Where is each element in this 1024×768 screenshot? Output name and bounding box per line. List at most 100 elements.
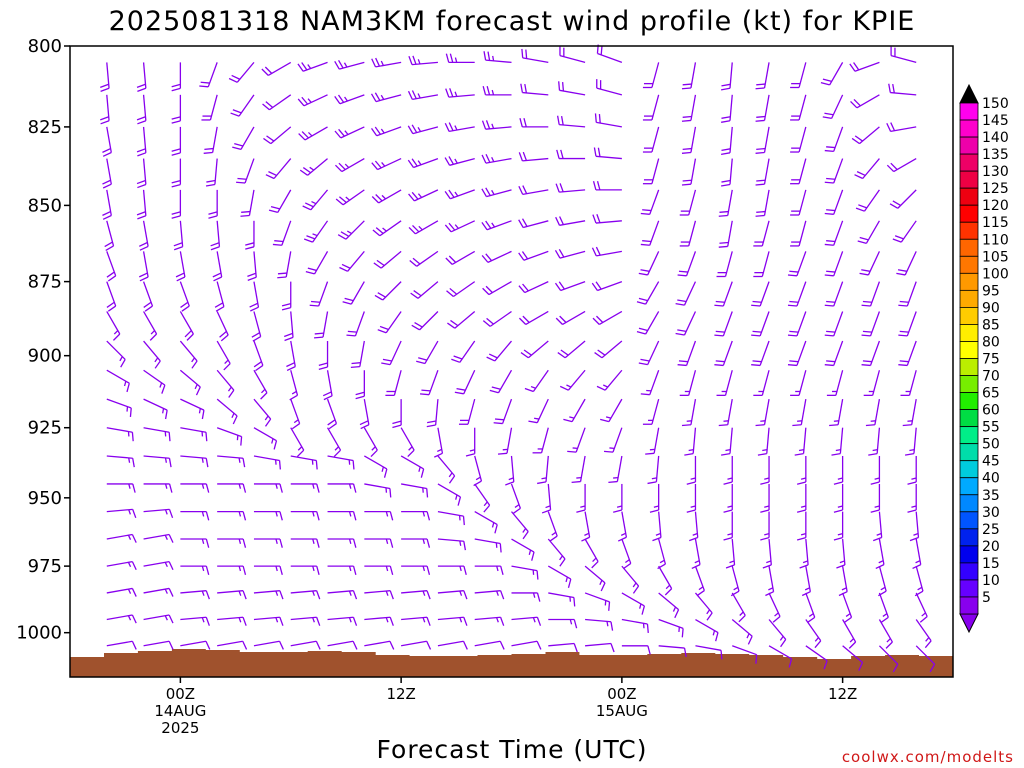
wind-barb [796,455,807,485]
wind-barb [465,427,476,457]
wind-barb [714,311,733,337]
colorbar-swatch [959,375,979,393]
wind-barb [511,565,539,580]
wind-barb [681,62,697,90]
colorbar-swatch [959,460,979,479]
wind-barb [249,281,260,312]
wind-barb [303,220,329,243]
wind-barb [277,251,292,279]
wind-barb [636,311,660,335]
wind-barb [755,126,770,154]
wind-barb [253,640,284,650]
wind-barb [824,251,844,277]
wind-barb [350,340,365,369]
wind-barb [407,90,439,100]
wind-barb [753,251,770,278]
wind-barb [286,340,296,372]
wind-barb [886,158,917,173]
colorbar-label: 140 [982,130,1009,146]
wind-barb [447,310,476,329]
wind-barb [482,281,512,296]
wind-barb [725,538,736,569]
wind-barb [790,126,807,153]
wind-barb [400,427,415,458]
wind-barb [787,281,807,307]
colorbar-swatch [959,324,979,342]
wind-barb [444,189,475,200]
wind-barb [290,455,318,470]
wind-barb [519,118,549,128]
wind-barb [805,619,822,649]
wind-barb [180,398,205,420]
wind-barb [760,511,770,541]
wind-barb [437,640,468,650]
wind-barb [679,220,697,247]
wind-barb [521,48,549,64]
colorbar-label: 35 [982,488,1000,504]
wind-barb [902,399,917,427]
colorbar-swatch [959,579,979,598]
wind-barb [212,251,223,282]
wind-barb [865,399,881,427]
wind-barb [824,340,844,367]
wind-barb [171,94,182,124]
wind-barb [518,218,549,229]
wind-barb [474,640,505,650]
wind-barb [437,590,468,600]
wind-barb [210,220,221,251]
colorbar-swatch [959,187,979,206]
wind-barb [790,158,807,185]
wind-barb [143,427,171,442]
wind-barb [824,158,844,184]
wind-barb [102,189,112,220]
wind-barb [334,59,365,70]
wind-barb [171,62,182,92]
wind-barb [473,455,483,487]
wind-barb [585,618,614,631]
wind-barb [714,281,733,307]
colorbar-swatch [959,306,979,325]
wind-barb [594,340,623,359]
wind-barb [298,126,328,141]
wind-barb [327,616,358,626]
wind-barb [297,61,328,72]
colorbar-swatch [959,170,979,189]
wind-barb [253,427,278,450]
wind-barb [559,369,586,391]
wind-barb [377,311,402,334]
wind-barb [437,565,467,575]
wind-barb [265,158,292,180]
wind-barb [445,53,475,64]
wind-barb [909,511,920,542]
wind-barb [236,158,255,184]
wind-barb [760,455,770,485]
wind-barb [355,370,365,400]
wind-barb [842,645,864,671]
wind-barb [180,483,210,493]
wind-barb [593,147,622,160]
wind-barb [401,538,431,548]
wind-barb [518,151,549,162]
colorbar-swatch [959,528,979,547]
wind-barb [658,592,680,619]
wind-barb [290,510,320,521]
wind-barb [621,565,640,594]
wind-barb [290,538,320,548]
wind-barb [407,157,439,169]
wind-barb [731,619,753,645]
wind-barb [790,189,807,216]
wind-barb [718,399,733,427]
wind-barb [558,81,586,96]
wind-barb [281,281,292,311]
wind-barb [334,158,365,173]
colorbar-label: 40 [982,471,1000,487]
wind-barb [339,250,365,272]
wind-barb [851,126,880,145]
wind-barb [790,370,807,397]
colorbar-legend: 1501451401351301251201151101051009590858… [959,83,1009,634]
wind-barb [559,46,586,64]
wind-barb [302,189,329,211]
wind-barb [175,251,186,282]
wind-barb [106,533,137,543]
colorbar-swatch [959,494,979,513]
